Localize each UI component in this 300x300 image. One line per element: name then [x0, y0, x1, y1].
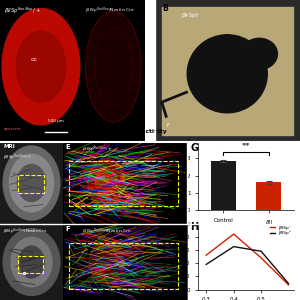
- Text: **: **: [242, 142, 250, 151]
- βIISp⁻: [259, 256, 263, 260]
- Text: 500 μm: 500 μm: [48, 119, 64, 124]
- Ellipse shape: [88, 158, 125, 208]
- Text: spectrin: spectrin: [4, 127, 22, 130]
- Text: $\beta IISp^{flox/flox}/+$: $\beta IISp^{flox/flox}/+$: [3, 153, 32, 163]
- Ellipse shape: [187, 35, 267, 113]
- Bar: [256, 182, 281, 210]
- βIISp⁻: [204, 254, 208, 257]
- Text: $\beta$II-SpV: $\beta$II-SpV: [181, 11, 200, 20]
- Text: E: E: [65, 144, 70, 150]
- Text: $\beta IISp^{flox/flox}/+$: $\beta IISp^{flox/flox}/+$: [82, 144, 112, 155]
- Ellipse shape: [11, 237, 52, 287]
- Y-axis label: Tract number: Tract number: [163, 238, 168, 275]
- Bar: [69, 161, 178, 206]
- Text: MRI: MRI: [3, 144, 15, 149]
- Line: βIISp⁻: βIISp⁻: [206, 234, 289, 285]
- Ellipse shape: [19, 246, 44, 278]
- Text: F: F: [65, 226, 70, 232]
- βIISp⁻: [287, 283, 290, 287]
- Bar: [18, 175, 44, 193]
- βIISp⁺: [204, 262, 208, 266]
- Ellipse shape: [95, 169, 118, 197]
- Legend: βIISp⁻, βIISp⁺: βIISp⁻, βIISp⁺: [270, 226, 292, 236]
- Ellipse shape: [10, 154, 53, 212]
- Ellipse shape: [241, 38, 278, 70]
- Text: $\beta IISp^{flox/flox}$/Nestin-Cre: $\beta IISp^{flox/flox}$/Nestin-Cre: [3, 226, 47, 237]
- Bar: [211, 161, 236, 210]
- Ellipse shape: [3, 229, 60, 296]
- Text: $\beta IISp^{flox/flox}/+$: $\beta IISp^{flox/flox}/+$: [4, 6, 41, 16]
- βIISp⁺: [287, 282, 290, 285]
- Text: H: H: [190, 222, 199, 232]
- βIISp⁺: [232, 245, 236, 248]
- Line: βIISp⁺: βIISp⁺: [206, 247, 289, 284]
- Ellipse shape: [17, 164, 46, 202]
- βIISp⁻: [232, 232, 236, 236]
- Ellipse shape: [16, 31, 65, 102]
- Text: $\beta IISp^{flox/flox}$/Nestin-Cre: $\beta IISp^{flox/flox}$/Nestin-Cre: [85, 6, 135, 16]
- Text: B: B: [162, 4, 167, 13]
- Bar: [69, 243, 178, 289]
- βIISp⁺: [259, 249, 263, 253]
- Ellipse shape: [89, 241, 124, 283]
- Ellipse shape: [86, 11, 141, 122]
- Ellipse shape: [3, 146, 60, 220]
- Bar: [18, 256, 43, 273]
- Ellipse shape: [2, 8, 80, 125]
- Text: $\beta IISp^{flox/flox}$/Nestin-Cre: $\beta IISp^{flox/flox}$/Nestin-Cre: [82, 226, 131, 237]
- Text: G: G: [190, 143, 199, 153]
- Text: cc: cc: [31, 57, 38, 62]
- Text: F: F: [166, 123, 169, 128]
- Text: Whole brain connectivity: Whole brain connectivity: [83, 129, 167, 134]
- Y-axis label: Tract Length (mm): Tract Length (mm): [181, 150, 185, 201]
